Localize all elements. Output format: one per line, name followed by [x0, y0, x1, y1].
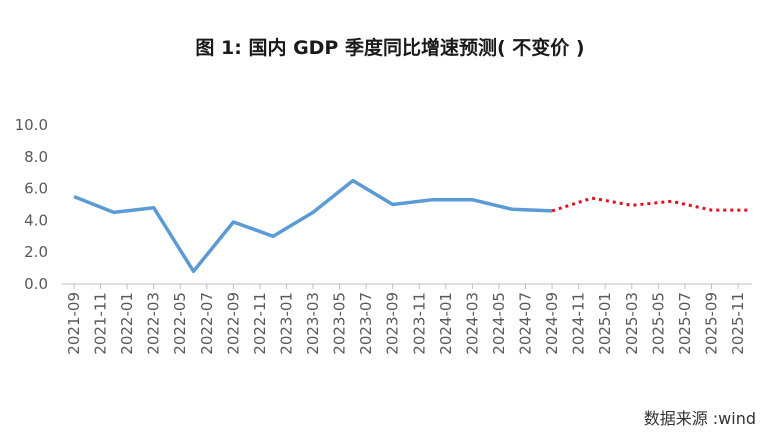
y-tick-label: 0.0	[24, 275, 48, 293]
x-tick-label: 2024-01	[437, 292, 455, 355]
x-tick-label: 2022-03	[145, 292, 163, 355]
x-tick-label: 2021-09	[65, 292, 83, 355]
x-tick-label: 2023-05	[331, 292, 349, 355]
x-tick-label: 2024-03	[463, 292, 481, 355]
y-tick-label: 2.0	[24, 243, 48, 261]
chart-title: 图 1: 国内 GDP 季度同比增速预测( 不变价 )	[195, 37, 585, 59]
x-tick-label: 2025-01	[596, 292, 614, 355]
x-tick-label: 2023-07	[357, 292, 375, 355]
x-tick-label: 2023-09	[384, 292, 402, 355]
y-tick-label: 6.0	[24, 180, 48, 198]
x-tick-label: 2024-05	[490, 292, 508, 355]
actual-series-line	[73, 178, 553, 274]
forecast-series-line	[551, 196, 752, 213]
x-tick-label: 2025-05	[649, 292, 667, 355]
x-tick-label: 2022-09	[224, 292, 242, 355]
y-tick-label: 8.0	[24, 148, 48, 166]
x-tick-label: 2022-07	[198, 292, 216, 355]
x-tick-label: 2023-01	[277, 292, 295, 355]
y-tick-label: 4.0	[24, 211, 48, 229]
x-tick-label: 2023-11	[410, 292, 428, 355]
x-tick-label: 2024-07	[517, 292, 535, 355]
x-tick-label: 2022-11	[251, 292, 269, 355]
x-tick-label: 2024-11	[570, 292, 588, 355]
x-tick-label: 2021-11	[92, 292, 110, 355]
y-tick-label: 10.0	[15, 116, 48, 134]
y-axis-ticks: 0.0 2.0 4.0 6.0 8.0 10.0	[15, 116, 48, 293]
x-tick-label: 2022-01	[118, 292, 136, 355]
x-tick-label: 2023-03	[304, 292, 322, 355]
x-tick-label: 2025-09	[702, 292, 720, 355]
x-tick-label: 2022-05	[171, 292, 189, 355]
x-tick-label: 2025-07	[676, 292, 694, 355]
x-axis-ticks: 2021-09 2021-11 2022-01 2022-03 2022-05 2022-…	[65, 284, 747, 355]
x-tick-label: 2025-03	[623, 292, 641, 355]
x-tick-label: 2024-09	[543, 292, 561, 355]
series-layer	[73, 178, 752, 274]
source-note: 数据来源 :wind	[643, 409, 756, 428]
x-tick-label: 2025-11	[729, 292, 747, 355]
